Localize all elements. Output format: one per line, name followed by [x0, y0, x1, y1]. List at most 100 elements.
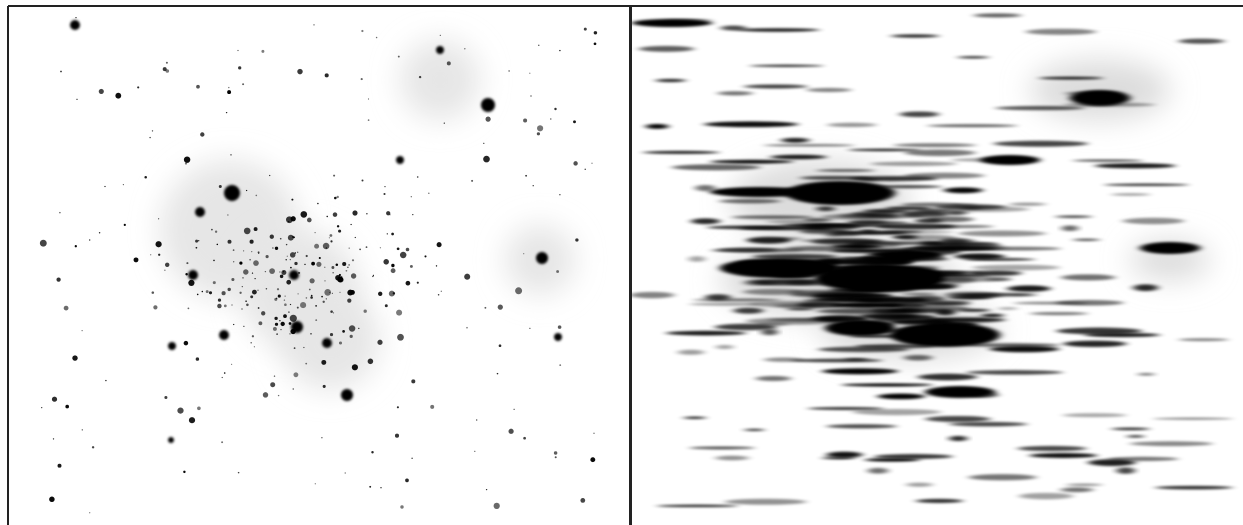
star: [573, 120, 576, 123]
streak: [689, 256, 705, 262]
star: [483, 156, 490, 163]
streak: [744, 85, 808, 89]
streak: [891, 34, 939, 37]
streak: [949, 422, 1027, 426]
star: [350, 290, 355, 295]
star: [134, 257, 139, 262]
star: [499, 344, 502, 347]
streak: [1019, 493, 1073, 500]
star: [436, 265, 437, 266]
star: [166, 62, 168, 64]
streak: [959, 309, 990, 312]
star: [257, 290, 258, 291]
streak: [678, 350, 704, 355]
streak: [867, 252, 915, 257]
star: [40, 240, 47, 247]
star: [243, 269, 248, 274]
star: [400, 505, 403, 508]
streak: [818, 347, 908, 352]
streak: [981, 314, 1004, 317]
star: [348, 264, 350, 266]
star: [233, 261, 234, 262]
star: [538, 45, 539, 46]
star: [436, 46, 444, 54]
streak: [910, 266, 939, 271]
star: [378, 292, 382, 296]
streak: [865, 458, 920, 461]
star: [250, 295, 253, 298]
streak: [662, 19, 713, 21]
star: [349, 325, 356, 332]
star: [289, 270, 299, 280]
star: [387, 233, 388, 234]
star: [290, 329, 295, 334]
streak: [843, 321, 894, 326]
star: [291, 199, 293, 201]
streak: [771, 155, 827, 160]
star: [303, 347, 304, 348]
star: [373, 275, 374, 276]
star: [584, 28, 587, 31]
star: [274, 317, 277, 320]
star: [164, 396, 167, 399]
streak: [1055, 300, 1123, 305]
star: [372, 276, 373, 277]
star: [115, 93, 121, 99]
streak: [752, 254, 837, 259]
star: [476, 419, 477, 420]
streak: [827, 452, 863, 458]
streak: [894, 143, 976, 147]
star: [411, 458, 412, 459]
star: [386, 211, 390, 215]
star: [336, 263, 339, 266]
star: [417, 176, 419, 178]
star: [368, 98, 369, 99]
star: [104, 186, 105, 187]
streak: [828, 123, 877, 127]
star: [494, 503, 500, 509]
streak: [1030, 453, 1097, 458]
star: [317, 203, 319, 205]
star: [336, 196, 338, 198]
star: [575, 238, 578, 241]
star: [314, 244, 319, 249]
star: [263, 392, 268, 397]
streak: [781, 138, 809, 143]
star: [209, 291, 212, 294]
star: [330, 240, 332, 242]
streak: [710, 160, 793, 164]
star: [269, 175, 270, 176]
star: [239, 292, 241, 294]
star: [481, 98, 495, 112]
streak: [747, 237, 791, 244]
star: [225, 336, 226, 337]
star: [279, 320, 280, 321]
star: [252, 272, 253, 273]
star: [310, 278, 315, 283]
star: [254, 227, 258, 231]
star: [376, 37, 378, 39]
streak: [804, 268, 830, 271]
streak: [756, 323, 789, 326]
star: [530, 95, 531, 96]
star: [289, 322, 292, 325]
star: [200, 132, 204, 136]
star: [306, 255, 308, 257]
streak: [817, 169, 875, 172]
streak: [1007, 285, 1050, 291]
star: [221, 441, 223, 443]
streak: [885, 230, 921, 233]
star: [338, 230, 341, 233]
star: [283, 314, 287, 318]
star: [323, 385, 326, 388]
star: [227, 214, 228, 215]
star: [258, 251, 260, 253]
star: [238, 66, 241, 69]
star: [585, 169, 586, 170]
streak: [951, 158, 1031, 162]
star: [89, 512, 90, 513]
star: [231, 278, 234, 281]
star: [56, 277, 60, 281]
streak: [974, 13, 1021, 17]
star: [164, 270, 165, 271]
